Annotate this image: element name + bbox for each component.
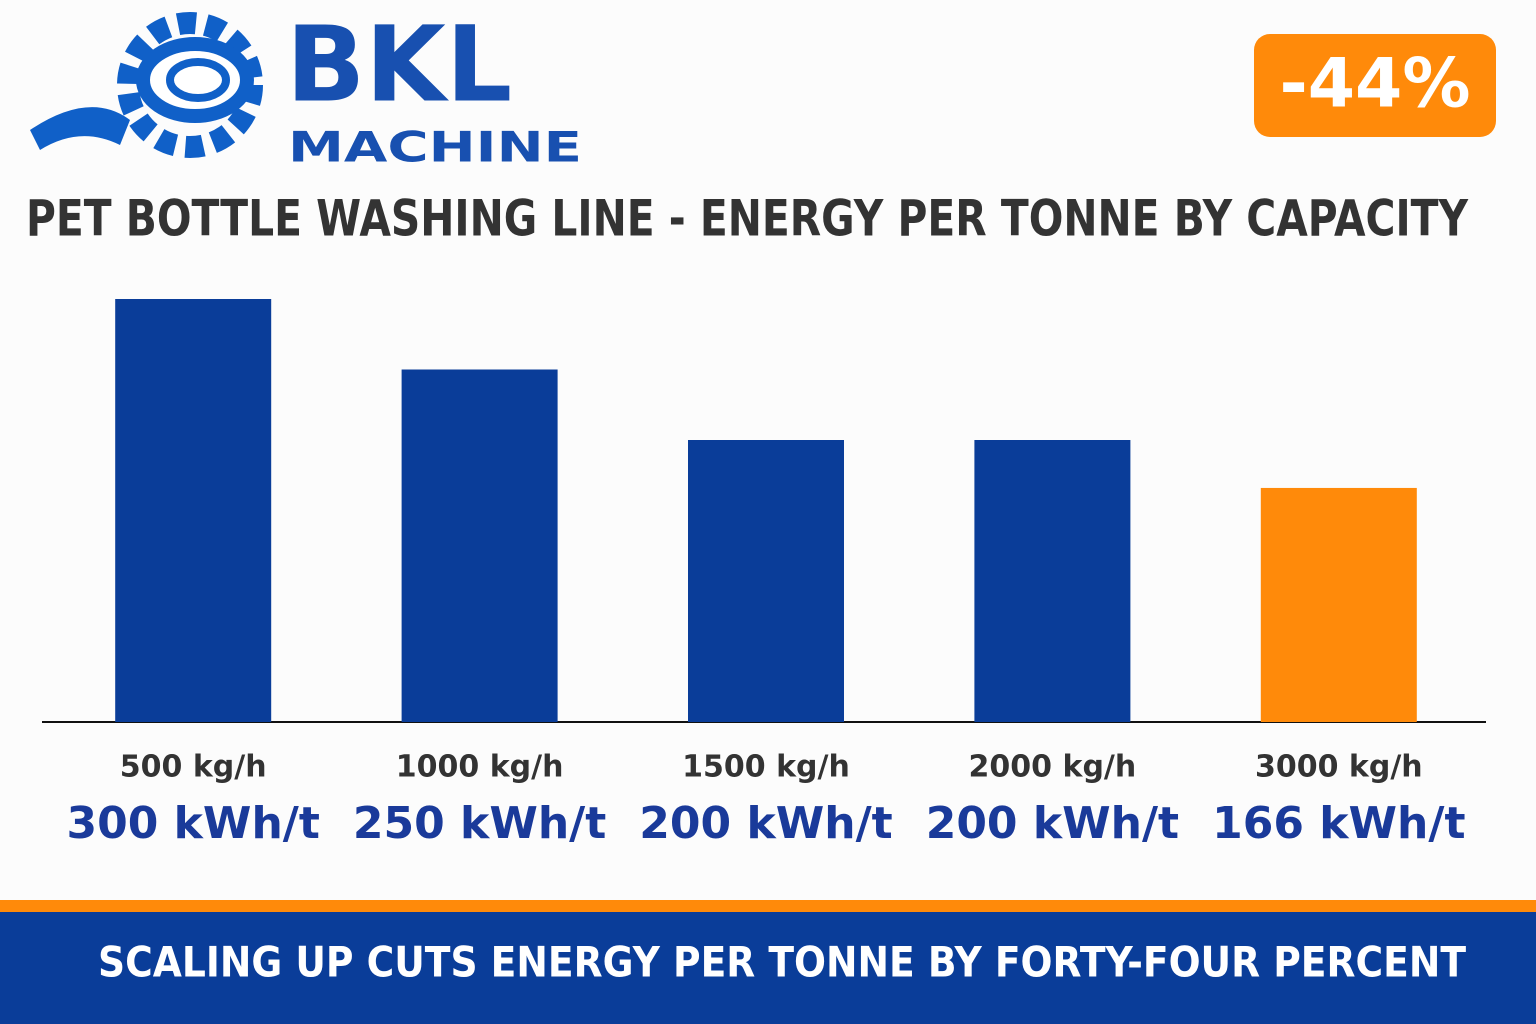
x-tick-label: 2000 kg/h <box>969 750 1137 785</box>
value-label: 300 kWh/t <box>67 798 320 849</box>
bar <box>1260 487 1417 722</box>
bar <box>974 440 1131 722</box>
badge: -44% <box>1280 45 1471 124</box>
value-label: 200 kWh/t <box>639 798 892 849</box>
x-tick-label: 500 kg/h <box>120 750 267 785</box>
footer-band <box>0 912 1536 1024</box>
bar <box>688 440 844 722</box>
value-label: 166 kWh/t <box>1212 798 1465 849</box>
logo-subtitle: MACHINE <box>288 123 582 172</box>
x-tick-label: 1000 kg/h <box>396 750 564 785</box>
x-tick-label: 1500 kg/h <box>682 750 850 785</box>
x-tick-label: 3000 kg/h <box>1255 750 1423 785</box>
bar <box>401 369 558 722</box>
logo-icon <box>30 12 263 158</box>
footer-text: SCALING UP CUTS ENERGY PER TONNE BY FORT… <box>98 938 1466 987</box>
bar <box>115 299 272 722</box>
chart-title: PET BOTTLE WASHING LINE - ENERGY PER TON… <box>26 190 1469 248</box>
logo-name: BKL <box>286 3 512 125</box>
badge-box <box>1254 34 1496 137</box>
value-label: 250 kWh/t <box>353 798 606 849</box>
footer-stripe <box>0 900 1536 912</box>
value-label: 200 kWh/t <box>926 798 1179 849</box>
